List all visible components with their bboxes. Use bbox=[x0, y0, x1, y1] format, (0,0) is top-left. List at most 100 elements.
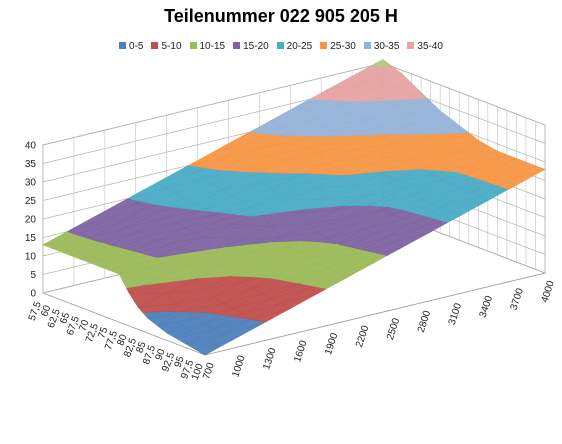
surface-facet bbox=[166, 279, 206, 294]
surface-facet bbox=[118, 261, 158, 280]
rpm-tick-label: 700 bbox=[201, 361, 217, 381]
surface-facet bbox=[232, 293, 272, 309]
legend-item: 35-40 bbox=[407, 41, 443, 52]
legend-item: 10-15 bbox=[189, 41, 225, 52]
surface-facet bbox=[327, 252, 367, 269]
surface-facet bbox=[406, 92, 429, 100]
rpm-tick-label: 1000 bbox=[230, 354, 247, 379]
surface-facet bbox=[121, 235, 158, 249]
surface-facet bbox=[222, 142, 262, 158]
surface-facet bbox=[231, 147, 271, 164]
surface-facet bbox=[449, 139, 489, 155]
surface-facet bbox=[248, 120, 280, 134]
surface-facet bbox=[185, 296, 225, 312]
surface-facet bbox=[312, 272, 348, 287]
load-tick-label: 75 bbox=[96, 325, 110, 340]
surface-facet bbox=[156, 167, 195, 184]
surface-facet bbox=[365, 213, 404, 230]
surface-facet bbox=[455, 165, 480, 175]
rpm-tick-label: 4000 bbox=[540, 279, 557, 304]
surface-facet bbox=[261, 246, 300, 262]
surface-facet bbox=[326, 74, 365, 91]
surface-facet bbox=[156, 248, 180, 258]
surface-facet bbox=[438, 159, 470, 172]
load-tick-label: 70 bbox=[77, 318, 91, 333]
surface-facet bbox=[127, 182, 167, 199]
surface-facet bbox=[202, 157, 233, 169]
rpm-tick-label: 3700 bbox=[509, 287, 526, 312]
surface-facet bbox=[328, 96, 343, 102]
surface-facet bbox=[217, 162, 243, 172]
surface-facet bbox=[233, 206, 262, 216]
surface-facet bbox=[374, 218, 414, 234]
surface-facet bbox=[222, 175, 262, 191]
surface-facet bbox=[369, 58, 394, 67]
legend-label: 15-20 bbox=[243, 41, 269, 52]
surface-facet bbox=[185, 252, 224, 267]
surface-facet bbox=[225, 238, 247, 248]
surface-facet bbox=[477, 173, 499, 182]
surface-facet bbox=[218, 201, 253, 214]
surface-facet bbox=[152, 192, 186, 206]
surface-facet bbox=[133, 240, 168, 253]
load-tick-label: 65 bbox=[58, 311, 72, 326]
surface-facet bbox=[326, 111, 366, 127]
surface-facet bbox=[241, 154, 281, 170]
surface-facet bbox=[413, 130, 427, 135]
surface-facet bbox=[128, 212, 167, 228]
surface-facet bbox=[166, 232, 206, 246]
surface-facet bbox=[194, 219, 234, 233]
surface bbox=[42, 58, 546, 356]
surface-facet bbox=[197, 265, 234, 279]
surface-facet bbox=[335, 119, 375, 135]
surface-facet bbox=[326, 149, 366, 164]
surface-facet bbox=[98, 241, 104, 244]
surface-facet bbox=[265, 126, 290, 136]
surface-facet bbox=[204, 224, 243, 240]
surface-facet bbox=[109, 231, 149, 246]
surface-facet bbox=[336, 257, 376, 274]
surface-facet bbox=[355, 208, 395, 225]
surface-facet bbox=[99, 226, 139, 242]
surface-facet bbox=[324, 168, 347, 176]
surface-facet bbox=[335, 81, 375, 98]
legend-label: 20-25 bbox=[286, 41, 313, 52]
surface-facet bbox=[345, 162, 384, 176]
rpm-tick-label: 1300 bbox=[261, 346, 278, 371]
surface-facet bbox=[80, 217, 120, 234]
surface-facet bbox=[284, 278, 300, 284]
surface-facet bbox=[440, 125, 470, 134]
surface-facet bbox=[348, 233, 386, 248]
surface-facet bbox=[80, 245, 120, 260]
surface-facet bbox=[184, 183, 224, 199]
surface-facet bbox=[269, 105, 309, 122]
surface-facet bbox=[242, 298, 282, 314]
surface-facet bbox=[230, 274, 236, 277]
legend-item: 30-35 bbox=[363, 41, 399, 52]
surface-facet bbox=[383, 82, 422, 98]
surface-facet bbox=[401, 199, 433, 212]
surface-facet bbox=[384, 222, 423, 239]
load-tick-label: 95 bbox=[173, 355, 187, 370]
rpm-tick-label: 1600 bbox=[292, 339, 309, 364]
legend-item: 20-25 bbox=[276, 41, 313, 52]
surface-facet bbox=[317, 217, 357, 233]
surface-facet bbox=[280, 287, 320, 304]
surface-facet bbox=[280, 168, 296, 174]
surface-facet bbox=[304, 162, 338, 174]
surface-facet bbox=[144, 278, 161, 286]
surface-facet bbox=[212, 136, 252, 153]
surface-facet bbox=[308, 209, 347, 224]
legend-item: 15-20 bbox=[233, 41, 269, 52]
surface-facet bbox=[251, 193, 291, 208]
surface-facet bbox=[373, 241, 405, 255]
rpm-tick-label: 2800 bbox=[416, 309, 433, 334]
surface-facet bbox=[393, 226, 433, 243]
surface-facet bbox=[497, 180, 518, 189]
legend-label: 0-5 bbox=[129, 41, 144, 52]
surface-facet bbox=[364, 143, 404, 157]
legend-swatch bbox=[320, 42, 328, 49]
surface-facet bbox=[402, 137, 442, 151]
surface-facet bbox=[497, 161, 537, 178]
